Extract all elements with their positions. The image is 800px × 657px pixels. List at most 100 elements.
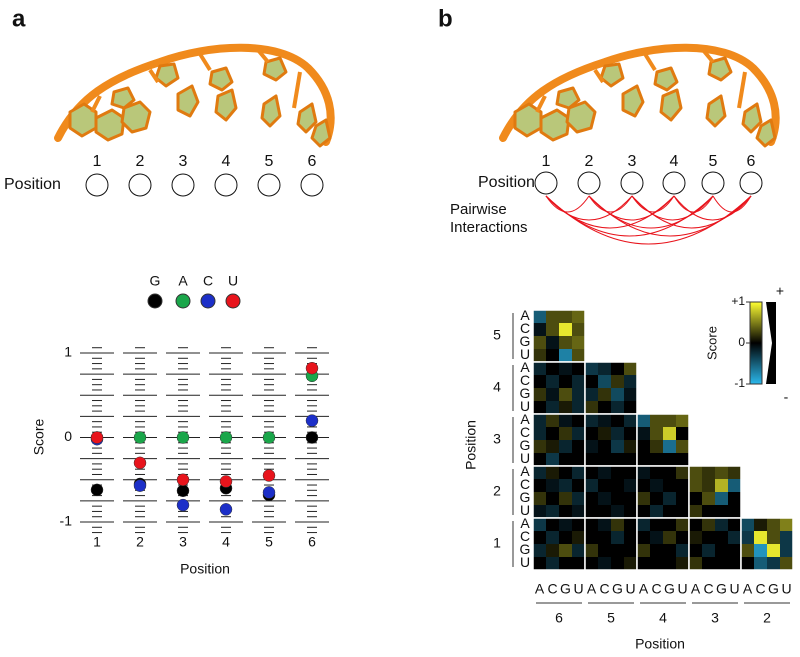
heatmap-cell: [624, 401, 637, 414]
heatmap-cell: [637, 518, 650, 531]
heatmap-cell: [559, 427, 572, 440]
heatmap-cell: [637, 479, 650, 492]
heatmap-cell: [533, 479, 546, 492]
base-label: G: [520, 437, 531, 453]
heatmap-cell: [546, 518, 559, 531]
position-number: 5: [709, 153, 718, 170]
heatmap-cell: [559, 362, 572, 375]
heatmap-cell: [533, 336, 546, 349]
heatmap-cell: [611, 453, 624, 466]
heatmap-cell: [546, 466, 559, 479]
heatmap-cell: [663, 453, 676, 466]
heatmap-cell: [533, 310, 546, 323]
base-label: G: [716, 581, 727, 597]
heatmap-cell: [702, 505, 715, 518]
heatmap-cell: [546, 479, 559, 492]
x-axis-label: Position: [635, 636, 685, 652]
heatmap-cell: [533, 401, 546, 414]
base-label: C: [755, 581, 765, 597]
heatmap-cell: [533, 427, 546, 440]
heatmap-cell: [767, 557, 780, 570]
interaction-arc: [588, 195, 633, 213]
position-number: 1: [542, 153, 551, 170]
heatmap-cell: [598, 518, 611, 531]
heatmap-cell: [598, 427, 611, 440]
heatmap-cell: [715, 557, 728, 570]
base-label: A: [520, 359, 530, 375]
base-label: U: [520, 554, 530, 570]
heatmap-cell: [637, 427, 650, 440]
base-label: A: [743, 581, 753, 597]
colorbar-tick-label: -1: [734, 376, 745, 390]
heatmap-cell: [676, 492, 689, 505]
heatmap-cell: [663, 466, 676, 479]
heatmap-cell: [533, 557, 546, 570]
heatmap-cell: [689, 531, 702, 544]
position-label: Position: [478, 174, 535, 191]
legend-marker: [175, 293, 191, 309]
heatmap-cell: [585, 544, 598, 557]
heatmap-cell: [663, 544, 676, 557]
heatmap-cell: [650, 518, 663, 531]
heatmap-cell: [637, 531, 650, 544]
heatmap-cell: [533, 349, 546, 362]
heatmap-cell: [676, 518, 689, 531]
heatmap-cell: [546, 414, 559, 427]
heatmap-cell: [598, 531, 611, 544]
position-number: 4: [670, 153, 679, 170]
heatmap-cell: [663, 414, 676, 427]
heatmap-cell: [676, 557, 689, 570]
heatmap-cell: [780, 544, 793, 557]
heatmap-cell: [585, 557, 598, 570]
position-circle: [620, 171, 644, 195]
heatmap-cell: [598, 466, 611, 479]
position-circle: [214, 173, 238, 197]
heatmap-cell: [546, 492, 559, 505]
heatmap-cell: [663, 518, 676, 531]
heatmap-cell: [546, 375, 559, 388]
heatmap-cell: [754, 518, 767, 531]
heatmap-cell: [533, 544, 546, 557]
base-label: C: [520, 320, 530, 336]
heatmap-cell: [715, 479, 728, 492]
interaction-arc: [712, 195, 752, 213]
dot: [90, 483, 104, 497]
heatmap-cell: [689, 492, 702, 505]
heatmap-cell: [676, 453, 689, 466]
base-label: C: [520, 372, 530, 388]
position-number: 3: [628, 153, 637, 170]
heatmap-cell: [715, 531, 728, 544]
base-label: G: [768, 581, 779, 597]
heatmap-cell: [689, 479, 702, 492]
colorbar-label: Score: [704, 326, 719, 360]
position-circle: [257, 173, 281, 197]
position-label: Position: [4, 176, 61, 193]
position-number: 4: [222, 153, 231, 170]
heatmap-cell: [715, 518, 728, 531]
col-group-label: 6: [555, 610, 563, 626]
heatmap-cell: [702, 544, 715, 557]
heatmap-cell: [624, 466, 637, 479]
heatmap-cell: [585, 440, 598, 453]
heatmap-cell: [546, 349, 559, 362]
dot: [262, 469, 276, 482]
dot: [219, 503, 233, 516]
base-label: A: [587, 581, 597, 597]
heatmap-cell: [624, 362, 637, 375]
y-axis-label: Position: [463, 420, 479, 470]
heatmap-cell: [598, 362, 611, 375]
rna-cartoon: [58, 48, 331, 146]
heatmap-cell: [559, 531, 572, 544]
heatmap-cell: [676, 466, 689, 479]
heatmap-cell: [572, 505, 585, 518]
dot: [262, 486, 276, 499]
heatmap-cell: [624, 557, 637, 570]
heatmap-cell: [611, 492, 624, 505]
heatmap-cell: [546, 453, 559, 466]
heatmap-cell: [533, 466, 546, 479]
x-tick-label: 2: [136, 534, 144, 550]
heatmap-cell: [585, 492, 598, 505]
heatmap-cell: [585, 362, 598, 375]
position-number: 2: [585, 153, 594, 170]
